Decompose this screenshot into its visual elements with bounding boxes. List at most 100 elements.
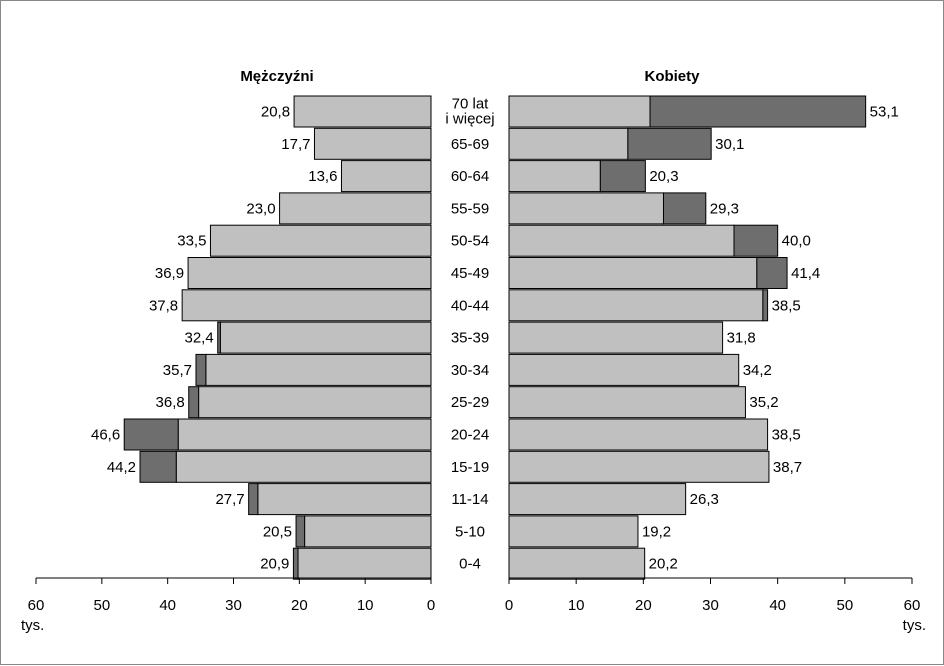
bar-men-excess xyxy=(292,547,299,580)
bar-women-excess xyxy=(599,160,646,193)
bar-women-base xyxy=(508,224,735,257)
category-label: 45-49 xyxy=(451,265,489,282)
category-label: 70 lat i więcej xyxy=(445,96,494,128)
category-label: 65-69 xyxy=(451,136,489,153)
category-label: 30-34 xyxy=(451,362,489,379)
category-label: 50-54 xyxy=(451,233,489,250)
data-label-women: 38,5 xyxy=(772,427,801,444)
data-label-men: 20,9 xyxy=(260,556,289,573)
data-label-men: 44,2 xyxy=(107,459,136,476)
bar-men-base xyxy=(209,224,432,257)
bar-men-base xyxy=(175,450,432,483)
bar-women-base xyxy=(508,353,740,386)
bar-men-excess xyxy=(139,450,177,483)
data-label-men: 36,9 xyxy=(155,265,184,282)
data-label-men: 36,8 xyxy=(156,394,185,411)
bar-men-base xyxy=(205,353,432,386)
data-label-women: 20,2 xyxy=(649,556,678,573)
category-label: 60-64 xyxy=(451,168,489,185)
bar-men-excess xyxy=(295,515,306,548)
bar-women-base xyxy=(508,95,651,128)
category-label: 5-10 xyxy=(455,523,485,540)
tick-label-men: 50 xyxy=(93,597,110,614)
bar-women-base xyxy=(508,450,770,483)
bar-women-excess xyxy=(627,127,712,160)
data-label-women: 29,3 xyxy=(710,200,739,217)
data-label-women: 30,1 xyxy=(715,136,744,153)
data-label-men: 20,5 xyxy=(263,523,292,540)
data-label-women: 31,8 xyxy=(727,330,756,347)
bar-men-base xyxy=(297,547,432,580)
panel-title-men: Mężczyźni xyxy=(240,68,313,85)
tick-label-women: 40 xyxy=(769,597,786,614)
category-label: 11-14 xyxy=(451,491,488,508)
tick-label-men: 30 xyxy=(225,597,242,614)
bar-men-base xyxy=(198,386,432,419)
bar-women-base xyxy=(508,192,664,225)
category-label: 25-29 xyxy=(451,394,489,411)
data-label-men: 37,8 xyxy=(149,297,178,314)
data-label-men: 33,5 xyxy=(177,233,206,250)
data-label-women: 34,2 xyxy=(743,362,772,379)
data-label-men: 23,0 xyxy=(246,200,275,217)
bar-men-base xyxy=(293,95,432,128)
data-label-men: 35,7 xyxy=(163,362,192,379)
bar-men-excess xyxy=(195,353,207,386)
bar-men-excess xyxy=(188,386,200,419)
bar-women-base xyxy=(508,418,769,451)
category-label-line: i więcej xyxy=(445,111,494,128)
tick-label-women: 20 xyxy=(635,597,652,614)
bar-men-base xyxy=(181,289,432,322)
data-label-men: 13,6 xyxy=(308,168,337,185)
bar-women-base xyxy=(508,160,601,193)
category-label: 40-44 xyxy=(451,297,489,314)
tick-label-women: 10 xyxy=(568,597,585,614)
bar-women-base xyxy=(508,547,646,580)
bar-women-base xyxy=(508,321,724,354)
category-label: 35-39 xyxy=(451,330,489,347)
tick-label-women: 30 xyxy=(702,597,719,614)
data-label-men: 17,7 xyxy=(281,136,310,153)
tick-label-women: 50 xyxy=(836,597,853,614)
data-label-women: 53,1 xyxy=(870,104,899,121)
bar-men-excess xyxy=(123,418,179,451)
bar-men-base xyxy=(279,192,432,225)
bar-men-base xyxy=(257,483,432,516)
unit-label-men: tys. xyxy=(21,617,44,634)
bar-women-excess xyxy=(733,224,779,257)
category-label: 15-19 xyxy=(451,459,489,476)
data-label-women: 19,2 xyxy=(642,523,671,540)
data-label-women: 26,3 xyxy=(690,491,719,508)
data-label-women: 38,7 xyxy=(773,459,802,476)
data-label-women: 35,2 xyxy=(749,394,778,411)
tick-label-men: 40 xyxy=(159,597,176,614)
unit-label-women: tys. xyxy=(903,617,926,634)
tick-label-men: 20 xyxy=(291,597,308,614)
data-label-men: 32,4 xyxy=(184,330,213,347)
bar-men-excess xyxy=(217,321,221,354)
data-label-women: 38,5 xyxy=(772,297,801,314)
data-label-men: 46,6 xyxy=(91,427,120,444)
bar-men-base xyxy=(187,257,432,289)
bar-women-excess xyxy=(662,192,707,225)
bar-men-excess xyxy=(248,483,259,516)
data-label-men: 27,7 xyxy=(215,491,244,508)
bar-men-base xyxy=(304,515,432,548)
bar-women-base xyxy=(508,127,629,160)
bar-men-base xyxy=(340,160,432,193)
tick-label-men: 60 xyxy=(28,597,45,614)
data-label-women: 41,4 xyxy=(791,265,820,282)
bar-women-base xyxy=(508,515,639,548)
bar-men-base xyxy=(313,127,432,160)
bar-women-base xyxy=(508,483,687,516)
tick-label-men: 0 xyxy=(427,597,435,614)
category-label: 0-4 xyxy=(459,556,481,573)
data-label-women: 40,0 xyxy=(782,233,811,250)
bar-women-base xyxy=(508,257,758,289)
bar-women-excess xyxy=(756,257,788,289)
bar-women-excess xyxy=(649,95,867,128)
tick-label-men: 10 xyxy=(357,597,374,614)
bar-women-base xyxy=(508,386,746,419)
